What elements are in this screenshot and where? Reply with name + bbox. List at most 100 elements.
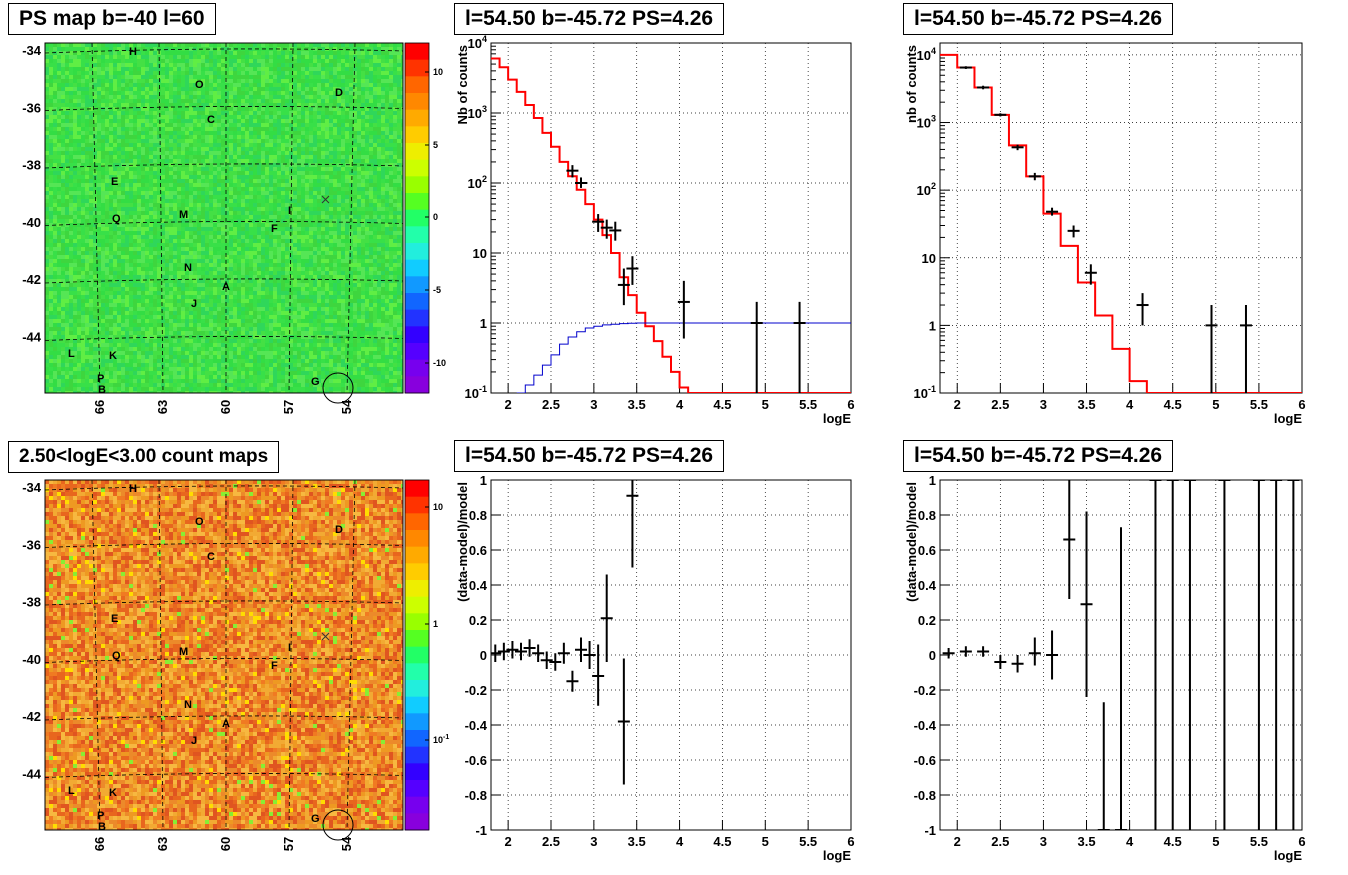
map-top-cell — [161, 147, 165, 151]
map-top-cell — [181, 235, 185, 239]
map-top-cell — [81, 155, 85, 159]
map-top-cell — [225, 163, 229, 167]
map-top-cell — [269, 67, 273, 71]
map-top-cell — [109, 231, 113, 235]
map-top-cell — [169, 83, 173, 87]
map-top-cell — [297, 59, 301, 63]
map-top-cell — [393, 91, 397, 95]
map-top-cell — [225, 151, 229, 155]
map-top-cell — [325, 147, 329, 151]
map-top-cell — [273, 207, 277, 211]
map-top-cell — [61, 243, 65, 247]
map-top-cell — [273, 91, 277, 95]
map-top-cell — [73, 51, 77, 55]
map-top-cell — [97, 71, 101, 75]
map-top-cell — [61, 191, 65, 195]
map-top-cell — [273, 227, 277, 231]
map-top-cell — [329, 211, 333, 215]
map-top-cell — [301, 187, 305, 191]
map-top-cell — [225, 175, 229, 179]
map-top-cell — [321, 111, 325, 115]
map-top-cell — [321, 155, 325, 159]
map-top-cell — [105, 151, 109, 155]
map-top-cell — [305, 43, 309, 47]
map-top-cell — [233, 119, 237, 123]
map-top-cell — [225, 103, 229, 107]
map-top-cell — [393, 235, 397, 239]
map-top-cell — [285, 203, 289, 207]
map-top-cell — [137, 59, 141, 63]
map-top-cell — [377, 127, 381, 131]
map-top-cell — [377, 163, 381, 167]
map-top-cell — [269, 111, 273, 115]
map-top-cell — [233, 179, 237, 183]
map-top-cell — [333, 51, 337, 55]
map-top-cell — [49, 83, 53, 87]
map-top-cell — [101, 151, 105, 155]
map-top-cell — [117, 139, 121, 143]
map-top-cell — [285, 51, 289, 55]
map-top-cell — [145, 43, 149, 47]
map-top-cell — [341, 127, 345, 131]
map-top-cell — [209, 127, 213, 131]
map-top-cell — [349, 63, 353, 67]
map-top-cell — [321, 163, 325, 167]
map-top-cell — [177, 235, 181, 239]
map-top-cell — [373, 67, 377, 71]
map-top-cell — [289, 111, 293, 115]
map-top-cell — [133, 139, 137, 143]
map-top-cell — [53, 263, 57, 267]
map-top-cell — [393, 67, 397, 71]
map-top-cell — [149, 255, 153, 259]
map-top-cell — [165, 143, 169, 147]
map-top-cell — [317, 55, 321, 59]
map-top-cell — [273, 79, 277, 83]
map-top-cell — [357, 87, 361, 91]
map-top-cell — [117, 251, 121, 255]
map-top-cell — [289, 215, 293, 219]
map-top-cell — [341, 103, 345, 107]
map-top-cell — [229, 167, 233, 171]
map-top-cell — [221, 223, 225, 227]
map-top-cell — [185, 131, 189, 135]
map-top-cell — [57, 151, 61, 155]
map-top-cell — [193, 155, 197, 159]
map-top-cell — [129, 159, 133, 163]
map-top-cell — [77, 243, 81, 247]
map-top-cell — [305, 239, 309, 243]
map-top-cell — [209, 131, 213, 135]
map-top-cell — [345, 143, 349, 147]
map-top-cell — [77, 191, 81, 195]
map-top-cell — [233, 71, 237, 75]
map-top-cell — [65, 243, 69, 247]
map-top-cell — [77, 75, 81, 79]
map-top-cell — [65, 127, 69, 131]
map-top-cell — [161, 163, 165, 167]
map-top-cell — [273, 63, 277, 67]
map-top-cell — [309, 259, 313, 263]
map-top-cell — [49, 71, 53, 75]
map-top-cell — [109, 119, 113, 123]
map-top-cell — [49, 151, 53, 155]
map-top-cell — [233, 123, 237, 127]
map-top-cell — [329, 219, 333, 223]
map-top-cell — [373, 187, 377, 191]
map-top-cell — [273, 179, 277, 183]
map-top-cell — [161, 175, 165, 179]
map-top-cell — [181, 91, 185, 95]
map-top-cell — [209, 191, 213, 195]
map-top-cell — [121, 119, 125, 123]
map-top-cell — [49, 75, 53, 79]
map-top-cell — [385, 95, 389, 99]
map-top-cell — [265, 115, 269, 119]
map-top-cell — [261, 175, 265, 179]
map-top-cell — [137, 223, 141, 227]
map-top-cell — [93, 247, 97, 251]
map-top-cell — [73, 195, 77, 199]
map-top-cell — [113, 51, 117, 55]
map-top-cell — [173, 151, 177, 155]
map-top-cell — [229, 251, 233, 255]
map-top-cell — [273, 139, 277, 143]
map-top-cell — [145, 259, 149, 263]
map-top-cell — [353, 179, 357, 183]
